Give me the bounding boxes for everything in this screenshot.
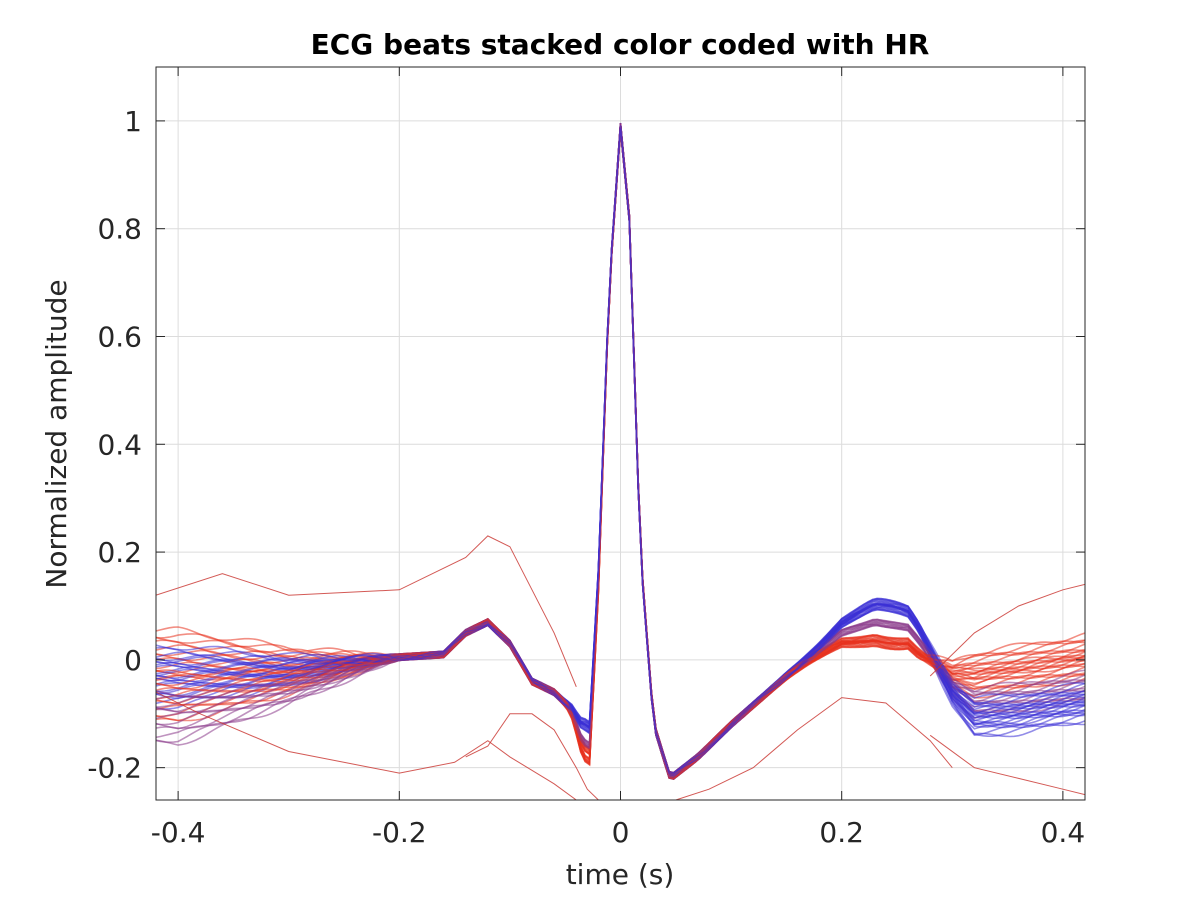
beat-trace-high-hr <box>156 128 1085 774</box>
ecg-traces <box>156 122 1085 800</box>
outlier-beat-trace <box>156 691 588 800</box>
y-tick-label: 0.6 <box>97 320 142 353</box>
outlier-beat-trace <box>465 713 599 800</box>
x-tick-label: -0.4 <box>151 816 206 849</box>
chart-title: ECG beats stacked color coded with HR <box>311 28 930 61</box>
x-tick-label: 0.2 <box>819 816 864 849</box>
outlier-beat-trace <box>929 734 1085 796</box>
y-tick-label: 0.4 <box>97 428 142 461</box>
y-tick-label: 1 <box>124 105 142 138</box>
x-tick-label: -0.2 <box>372 816 427 849</box>
beat-trace-high-hr <box>156 125 1085 775</box>
axis-ticks: -0.4 -0.2 0 0.2 0.4 -0.2 0 0.2 0.4 0.6 0.8 1 <box>87 67 1085 849</box>
x-axis-label: time (s) <box>566 858 675 891</box>
y-axis-label: Normalized amplitude <box>40 279 73 588</box>
outlier-beat-trace <box>929 583 1085 677</box>
y-tick-label: 0.8 <box>97 213 142 246</box>
y-tick-label: 0.2 <box>97 536 142 569</box>
y-tick-label: -0.2 <box>87 752 142 785</box>
y-tick-label: 0 <box>124 644 142 677</box>
outlier-beat-trace <box>675 697 953 800</box>
x-tick-label: 0.4 <box>1041 816 1086 849</box>
x-tick-label: 0 <box>612 816 630 849</box>
outlier-beat-trace <box>156 535 577 687</box>
